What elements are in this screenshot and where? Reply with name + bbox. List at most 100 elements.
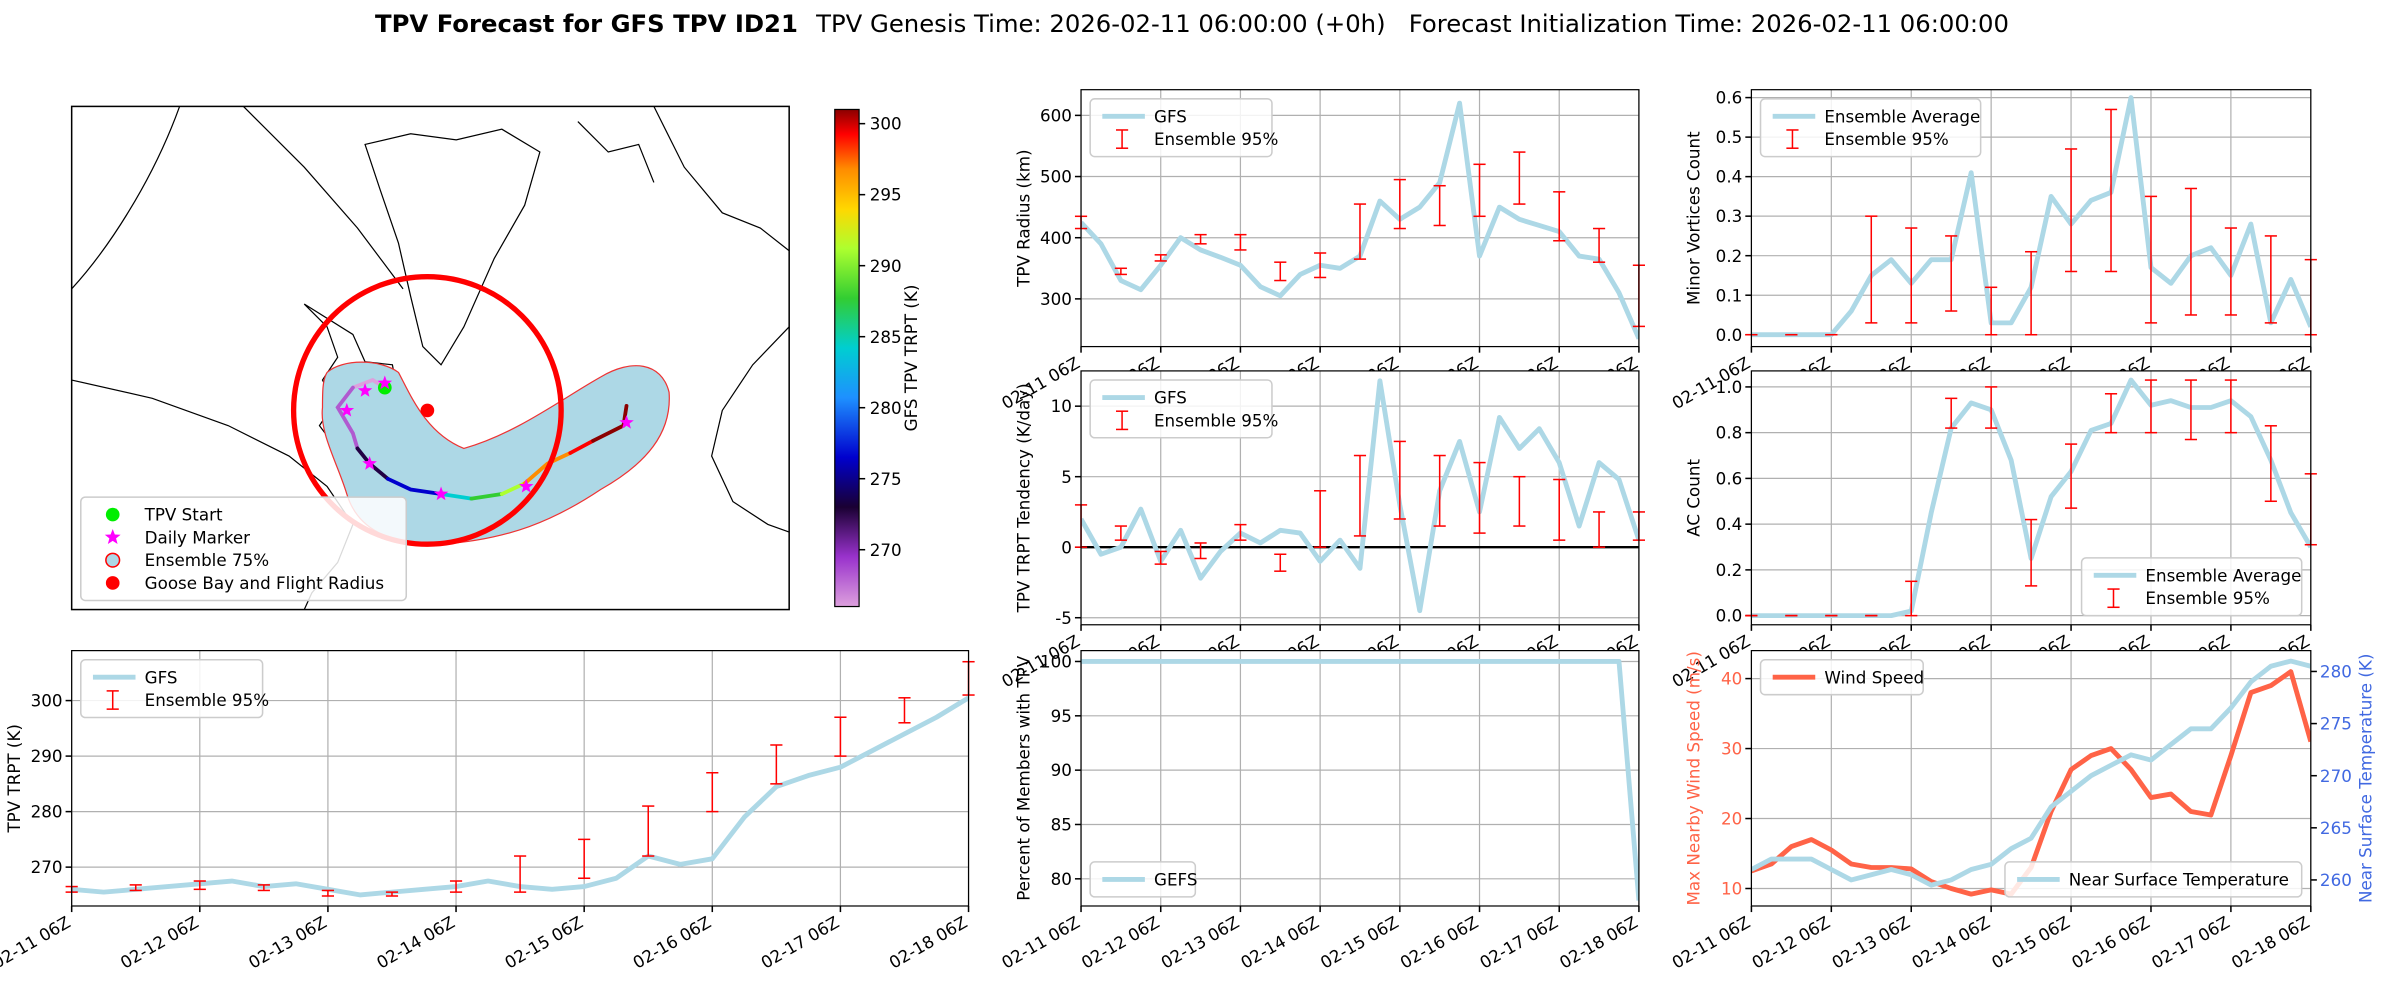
x-tick-label: 02-18 06Z	[886, 912, 971, 973]
y-axis-label: Minor Vortices Count	[1684, 131, 1704, 305]
legend-box	[2004, 861, 2303, 898]
plot-frame	[71, 650, 970, 907]
x-tick-label: 02-14 06Z	[1237, 912, 1322, 973]
x-tick-label: 02-16 06Z	[629, 912, 714, 973]
y-tick-label: 40	[1721, 669, 1742, 689]
plot-frame	[1080, 89, 1640, 348]
y-axis-label: TPV TRPT Tendency (K/day)	[1013, 383, 1033, 613]
y-tick-label: 0.6	[1716, 468, 1743, 488]
flight-radius	[290, 274, 564, 547]
y-tick-label: 10	[1051, 396, 1072, 416]
x-tick-label: 02-12 06Z	[1078, 912, 1163, 973]
plot-frame	[1080, 650, 1640, 907]
x-tick-label: 02-13 06Z	[1828, 912, 1913, 973]
y2-axis-label: Near Surface Temperature (K)	[2356, 654, 2376, 903]
legend-marker	[104, 529, 121, 545]
y-tick-label: 1.0	[1716, 377, 1743, 397]
y-tick-label: 300	[1040, 289, 1072, 309]
legend-label: TPV Start	[144, 505, 223, 525]
x-tick-label: 02-17 06Z	[757, 912, 842, 973]
y-tick-label: 80	[1051, 869, 1072, 889]
y-tick-label: 0.8	[1716, 423, 1743, 443]
legend-box	[1089, 379, 1273, 439]
daily-marker	[619, 414, 634, 429]
y-tick-label: 0.1	[1716, 285, 1743, 305]
daily-marker	[362, 456, 377, 470]
ensemble-75-area	[321, 361, 670, 545]
colorbar-label: GFS TPV TRPT (K)	[901, 285, 921, 432]
legend-label: Ensemble 95%	[1824, 129, 1948, 149]
y-tick-label: 0.4	[1716, 167, 1743, 187]
y-tick-label: 0.5	[1716, 127, 1743, 147]
x-tick-label: 02-17 06Z	[2148, 912, 2233, 973]
colorbar-tick-label: 270	[870, 540, 902, 560]
y-tick-label: 10	[1721, 879, 1742, 899]
title-bold: TPV Forecast for GFS TPV ID21	[375, 9, 798, 38]
y-tick-label: 85	[1051, 815, 1072, 835]
x-tick-label: 02-14 06Z	[373, 912, 458, 973]
legend-label: Ensemble 95%	[145, 690, 269, 710]
x-tick-label: 02-15 06Z	[1988, 912, 2073, 973]
y-tick-label: 0.4	[1716, 514, 1743, 534]
plot-frame	[1750, 370, 2312, 626]
y-tick-label: 90	[1051, 760, 1072, 780]
legend-marker	[105, 507, 120, 522]
x-tick-label: 02-14 06Z	[1908, 912, 1993, 973]
x-tick-label: 02-13 06Z	[1157, 912, 1242, 973]
x-tick-label: 02-18 06Z	[1556, 912, 1641, 973]
legend-label: Daily Marker	[145, 527, 251, 547]
legend-box	[1759, 658, 1924, 696]
y-tick-label: 0.2	[1716, 246, 1743, 266]
x-tick-label: 02-13 06Z	[245, 912, 330, 973]
y-tick-label: 5	[1061, 467, 1072, 487]
daily-marker	[339, 402, 355, 417]
legend-label: Ensemble Average	[2145, 565, 2301, 585]
colorbar-tick-label: 280	[870, 398, 902, 418]
legend-label: Near Surface Temperature	[2069, 869, 2289, 889]
daily-marker	[377, 375, 393, 390]
legend-label: GEFS	[1154, 869, 1197, 889]
plot-frame	[1080, 370, 1640, 626]
x-tick-label: 02-16 06Z	[2068, 912, 2153, 973]
x-tick-label: 02-11 06Z	[1668, 912, 1753, 973]
y-axis-label: Percent of Members with TPV	[1013, 655, 1033, 901]
y-tick-label: 0	[1061, 537, 1072, 557]
y-tick-label: 100	[1040, 652, 1072, 672]
legend-box	[1089, 98, 1273, 158]
daily-marker	[433, 486, 449, 501]
y-tick-label: 0.0	[1716, 325, 1743, 345]
colorbar-tick-label: 290	[870, 256, 902, 276]
colorbar	[834, 108, 860, 608]
y-axis-label: Max Nearby Wind Speed (m/s)	[1684, 651, 1704, 905]
plot-area	[1081, 378, 1639, 614]
legend-label: GFS	[1154, 388, 1187, 408]
legend-label: GFS	[1154, 106, 1187, 126]
goose-bay	[420, 403, 435, 418]
legend-box	[2080, 557, 2303, 617]
y-axis-label: AC Count	[1684, 459, 1704, 537]
x-tick-label: 02-15 06Z	[1317, 912, 1402, 973]
y-axis-label: TPV TRPT (K)	[4, 724, 24, 834]
daily-markers	[339, 375, 634, 501]
y-tick-label: 95	[1051, 706, 1072, 726]
x-tick-label: 02-15 06Z	[501, 912, 586, 973]
y-tick-label: -5	[1055, 608, 1072, 628]
legend-label: GFS	[145, 667, 178, 687]
y2-tick-label: 260	[2320, 870, 2352, 890]
title-rest: TPV Genesis Time: 2026-02-11 06:00:00 (+…	[815, 9, 2009, 38]
series-line	[1751, 658, 2311, 888]
legend-label: Ensemble Average	[1824, 106, 1980, 126]
legend-label: Ensemble 75%	[145, 550, 269, 570]
y2-tick-label: 270	[2320, 766, 2352, 786]
series-line	[1081, 659, 1639, 901]
y-tick-label: 400	[1040, 228, 1072, 248]
y-axis-label: TPV Radius (km)	[1013, 149, 1033, 287]
y-tick-label: 30	[1721, 739, 1742, 759]
y-tick-label: 270	[31, 857, 63, 877]
x-tick-label: 02-17 06Z	[1476, 912, 1561, 973]
y2-tick-label: 280	[2320, 662, 2352, 682]
daily-marker	[357, 383, 373, 397]
legend-box	[80, 496, 408, 602]
x-tick-label: 02-11 06Z	[998, 912, 1083, 973]
x-tick-label: 02-12 06Z	[1748, 912, 1833, 973]
